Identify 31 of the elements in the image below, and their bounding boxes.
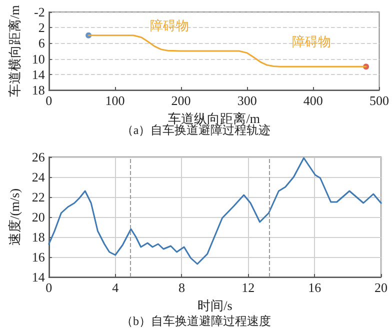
x-tick-label: 500 (370, 93, 389, 108)
x-tick-label: 0 (46, 93, 52, 108)
y-tick-label: 26 (32, 150, 46, 164)
x-tick-label: 8 (178, 280, 185, 295)
y-tick-label: 24 (32, 170, 46, 184)
y-tick-label: 18 (32, 230, 45, 244)
y-axis-title: 车道横向距离/m (7, 5, 22, 97)
y-tick-label: 14 (32, 270, 46, 284)
y-tick-label: -2 (34, 4, 45, 20)
y-axis-title: 速度/(m/s) (7, 188, 22, 246)
y-tick-label: 10 (32, 51, 45, 66)
x-tick-label: 16 (308, 280, 322, 295)
y-tick-label: 6 (38, 36, 46, 51)
x-tick-label: 300 (237, 93, 257, 108)
annotation: 障碍物 (150, 18, 189, 33)
annotation: 障碍物 (292, 34, 331, 49)
x-tick-label: 20 (374, 280, 388, 295)
x-tick-label: 100 (105, 93, 125, 108)
y-tick-label: 20 (32, 210, 45, 224)
x-axis-title: 时间/s (198, 298, 232, 313)
y-tick-label: 2 (38, 20, 45, 36)
y-tick-label: 16 (32, 250, 46, 264)
y-tick-label: 14 (32, 66, 46, 82)
x-tick-label: 200 (171, 93, 191, 108)
x-tick-label: 400 (303, 93, 323, 108)
x-tick-label: 4 (112, 280, 120, 295)
y-tick-label: 22 (32, 190, 45, 204)
x-tick-label: 0 (46, 280, 52, 295)
text: （b）自车换道避障过程速度 (121, 314, 271, 328)
y-tick-label: 18 (32, 82, 45, 98)
x-tick-label: 12 (242, 280, 255, 295)
